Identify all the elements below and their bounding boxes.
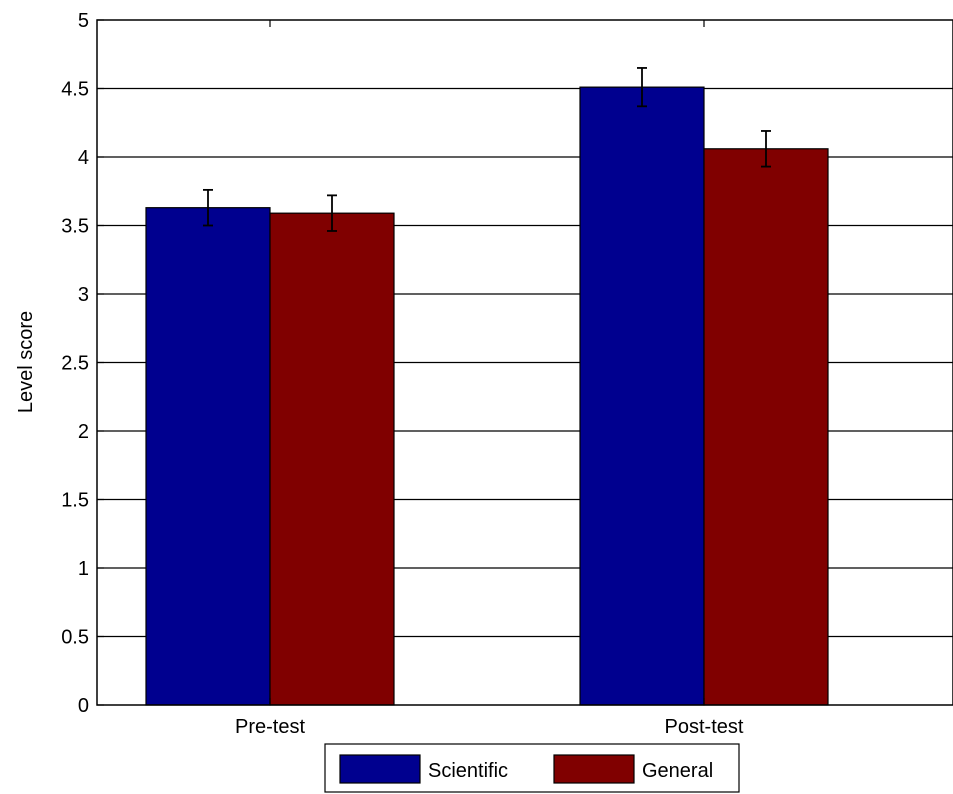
- x-tick-label: Pre-test: [235, 716, 305, 738]
- y-tick-label: 3: [78, 284, 89, 306]
- legend-swatch-general: [553, 754, 635, 784]
- y-tick-label: 2.5: [61, 353, 89, 375]
- x-axis: Pre-test Post-test: [235, 20, 744, 738]
- legend-label-scientific: Scientific: [428, 760, 508, 782]
- bars: [145, 86, 829, 706]
- y-tick-label: 1: [78, 558, 89, 580]
- y-tick-label: 2: [78, 421, 89, 443]
- legend: Scientific General: [324, 743, 740, 793]
- legend-swatch-scientific: [339, 754, 421, 784]
- bar-general: [269, 212, 395, 706]
- bar-scientific: [579, 86, 705, 706]
- y-tick-label: 0: [78, 695, 89, 717]
- x-tick-label: Post-test: [665, 716, 744, 738]
- y-axis: 0 0.5 1 1.5 2 2.5 3 3.5 4 4.5 5: [61, 10, 104, 717]
- y-tick-label: 0.5: [61, 627, 89, 649]
- error-bars: [203, 67, 771, 232]
- bar-general: [703, 148, 829, 706]
- bar-scientific: [145, 207, 271, 706]
- y-tick-label: 3.5: [61, 216, 89, 238]
- y-tick-label: 4: [78, 147, 89, 169]
- legend-label-general: General: [642, 760, 713, 782]
- y-tick-label: 4.5: [61, 79, 89, 101]
- y-tick-label: 1.5: [61, 490, 89, 512]
- y-tick-label: 5: [78, 10, 89, 32]
- y-axis-label: Level score: [15, 311, 37, 413]
